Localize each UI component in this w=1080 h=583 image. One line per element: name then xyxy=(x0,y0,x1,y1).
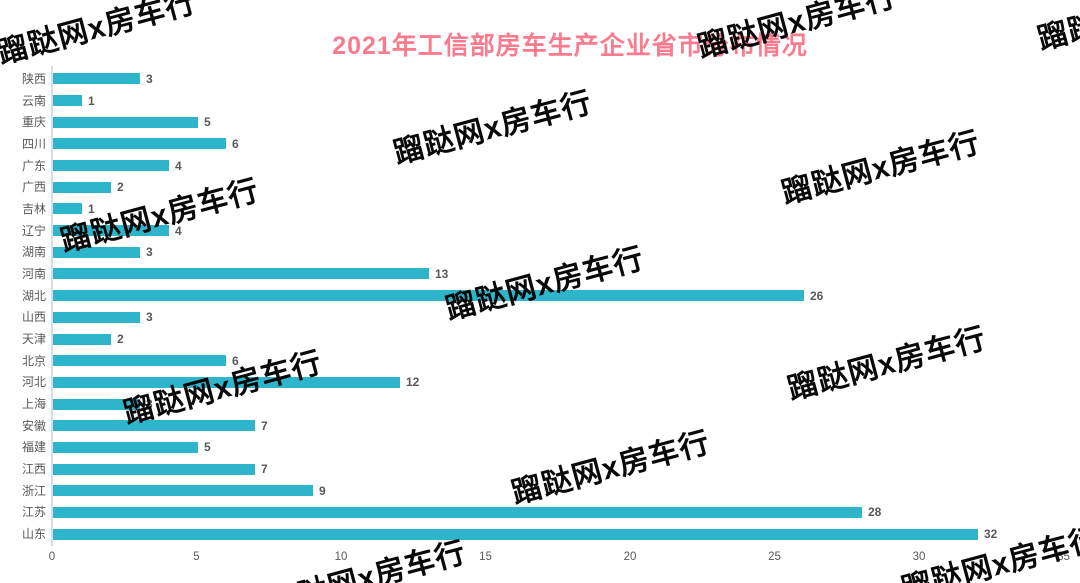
bar xyxy=(53,398,140,410)
bar xyxy=(53,463,255,475)
watermark-text: 蹓跶网x房车行 xyxy=(390,85,596,171)
x-tick-label: 15 xyxy=(479,551,492,563)
bar xyxy=(53,506,862,518)
bar xyxy=(53,181,111,193)
value-label: 5 xyxy=(204,440,211,455)
bar xyxy=(53,420,255,432)
bar xyxy=(53,73,140,85)
category-label: 上海 xyxy=(21,397,46,412)
bar xyxy=(53,203,82,215)
value-label: 1 xyxy=(88,201,95,216)
x-tick-label: 10 xyxy=(334,551,348,563)
bar xyxy=(53,311,140,323)
bar xyxy=(53,95,82,107)
bar xyxy=(53,138,226,150)
value-label: 32 xyxy=(984,527,998,542)
category-label: 重庆 xyxy=(21,115,46,130)
category-label: 吉林 xyxy=(21,201,46,216)
value-label: 26 xyxy=(810,288,824,303)
value-label: 7 xyxy=(261,462,268,477)
value-label: 3 xyxy=(146,71,153,86)
value-label: 4 xyxy=(175,158,182,173)
value-label: 2 xyxy=(117,180,124,195)
value-label: 2 xyxy=(117,332,124,347)
value-label: 12 xyxy=(406,375,420,390)
category-label: 安徽 xyxy=(21,418,46,433)
category-label: 山东 xyxy=(21,527,46,542)
value-label: 28 xyxy=(868,505,882,520)
category-label: 山西 xyxy=(21,310,46,325)
category-label: 四川 xyxy=(21,136,46,151)
category-label: 福建 xyxy=(21,440,46,455)
bar xyxy=(53,290,804,302)
watermark-text: 蹓跶网x房车行 xyxy=(778,125,984,211)
category-label: 云南 xyxy=(21,93,46,108)
x-tick-label: 0 xyxy=(48,551,56,563)
watermark-text: 蹓跶网x房车行 xyxy=(508,425,714,511)
category-label: 浙江 xyxy=(21,483,46,498)
value-label: 4 xyxy=(175,223,182,238)
value-label: 3 xyxy=(146,310,153,325)
bar xyxy=(53,160,169,172)
chart-title: 2021年工信部房车生产企业省市分布情况 xyxy=(332,32,808,60)
value-label: 6 xyxy=(232,353,239,368)
x-tick-label: 25 xyxy=(768,551,781,563)
category-label: 湖南 xyxy=(21,245,46,260)
category-label: 湖北 xyxy=(21,288,46,303)
x-tick-label: 5 xyxy=(193,551,200,563)
category-label: 辽宁 xyxy=(21,223,46,238)
bar xyxy=(53,268,429,280)
category-label: 河南 xyxy=(21,266,46,281)
bar xyxy=(53,333,111,345)
category-label: 河北 xyxy=(21,375,46,390)
category-label: 北京 xyxy=(21,353,46,368)
value-label: 9 xyxy=(319,483,326,498)
bar xyxy=(53,116,198,128)
category-label: 江苏 xyxy=(21,505,46,520)
value-label: 5 xyxy=(204,115,211,130)
value-label: 7 xyxy=(261,418,268,433)
value-label: 1 xyxy=(88,93,95,108)
x-tick-label: 30 xyxy=(912,551,926,563)
bar xyxy=(53,355,226,367)
value-label: 3 xyxy=(146,397,153,412)
value-label: 6 xyxy=(232,136,239,151)
category-label: 陕西 xyxy=(21,71,46,86)
bar xyxy=(53,376,400,388)
y-axis-line xyxy=(51,66,53,546)
x-tick-label: 35 xyxy=(1057,551,1070,563)
category-label: 江西 xyxy=(21,462,46,477)
watermark-text: 蹓跶网x房车行 xyxy=(784,321,990,407)
category-label: 天津 xyxy=(21,332,46,347)
category-label: 广西 xyxy=(21,180,46,195)
value-label: 13 xyxy=(435,266,449,281)
bar xyxy=(53,441,198,453)
category-label: 广东 xyxy=(21,158,46,173)
watermark-text: 蹓跶网x房车行 xyxy=(442,241,648,327)
value-label: 3 xyxy=(146,245,153,260)
bar xyxy=(53,246,140,258)
bar xyxy=(53,225,169,237)
bar xyxy=(53,528,978,540)
watermark-text: 蹓跶网x房车行 xyxy=(898,521,1080,583)
bar xyxy=(53,485,313,497)
x-tick-label: 20 xyxy=(623,551,637,563)
